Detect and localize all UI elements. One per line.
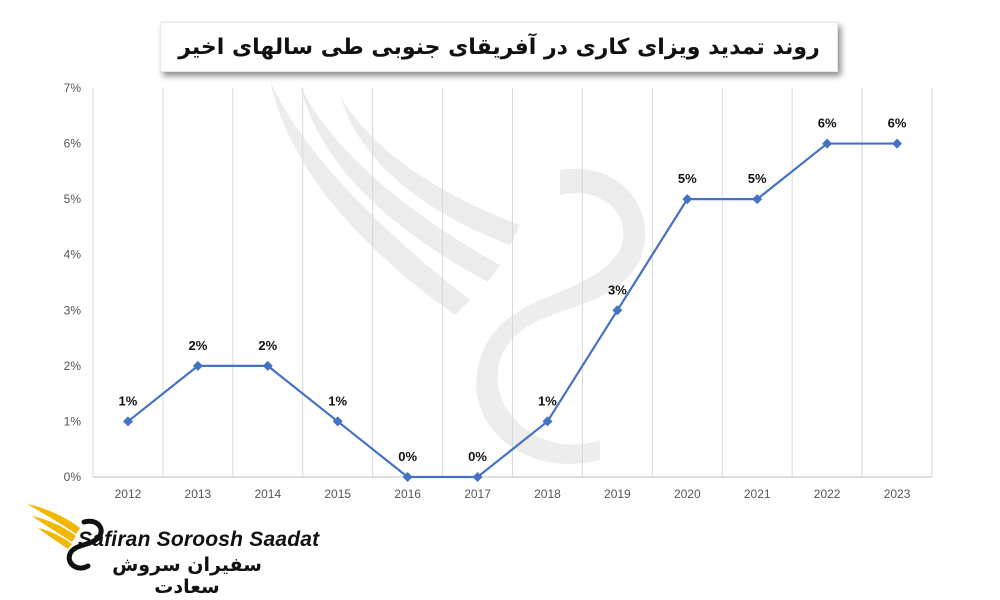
brand-name-fa: سفیران سروش سعادت: [112, 554, 262, 598]
x-tick-label: 2019: [604, 487, 631, 501]
series-line: [127, 142, 898, 479]
brand-name-en: Safiran Soroosh Saadat: [78, 528, 320, 551]
data-point-marker: [822, 138, 833, 149]
data-label: 6%: [818, 116, 837, 131]
data-point-marker: [472, 472, 483, 482]
data-point-marker: [682, 194, 693, 205]
data-label: 5%: [678, 171, 697, 186]
chart-title: روند تمدید ویزای کاری در آفریقای جنوبی ط…: [178, 34, 820, 60]
watermark-icon: [270, 80, 646, 464]
data-label: 6%: [888, 116, 907, 131]
data-label: 1%: [538, 393, 557, 408]
data-point-marker: [332, 416, 343, 427]
x-tick-label: 2012: [115, 487, 142, 501]
data-point-marker: [402, 472, 413, 482]
data-label: 5%: [748, 171, 767, 186]
y-tick-label: 7%: [64, 81, 82, 95]
y-tick-label: 4%: [64, 248, 82, 262]
data-point-marker: [262, 360, 273, 371]
y-tick-label: 5%: [64, 192, 82, 206]
x-tick-label: 2015: [324, 487, 351, 501]
data-label: 2%: [258, 338, 277, 353]
data-point-marker: [892, 138, 903, 149]
data-point-marker: [192, 360, 203, 371]
y-tick-label: 0%: [64, 470, 82, 484]
x-tick-label: 2021: [744, 487, 771, 501]
x-tick-label: 2023: [884, 487, 911, 501]
y-tick-label: 6%: [64, 137, 82, 151]
data-label: 2%: [188, 338, 207, 353]
y-tick-label: 3%: [64, 303, 82, 317]
data-label: 1%: [119, 393, 138, 408]
data-label: 3%: [608, 282, 627, 297]
x-tick-label: 2017: [464, 487, 491, 501]
data-point-marker: [612, 305, 623, 316]
y-tick-label: 2%: [64, 359, 82, 373]
data-label: 1%: [328, 393, 347, 408]
y-tick-label: 1%: [64, 414, 82, 428]
chart-title-box: روند تمدید ویزای کاری در آفریقای جنوبی ط…: [160, 22, 838, 72]
data-label: 0%: [468, 449, 487, 464]
data-point-marker: [752, 194, 763, 205]
wing-logo-icon: [27, 504, 104, 571]
x-tick-label: 2018: [534, 487, 561, 501]
x-tick-label: 2013: [185, 487, 212, 501]
data-point-marker: [122, 416, 133, 427]
x-tick-label: 2020: [674, 487, 701, 501]
x-tick-label: 2014: [254, 487, 281, 501]
x-tick-label: 2016: [394, 487, 421, 501]
data-label: 0%: [398, 449, 417, 464]
data-point-marker: [542, 416, 553, 427]
x-tick-label: 2022: [814, 487, 841, 501]
